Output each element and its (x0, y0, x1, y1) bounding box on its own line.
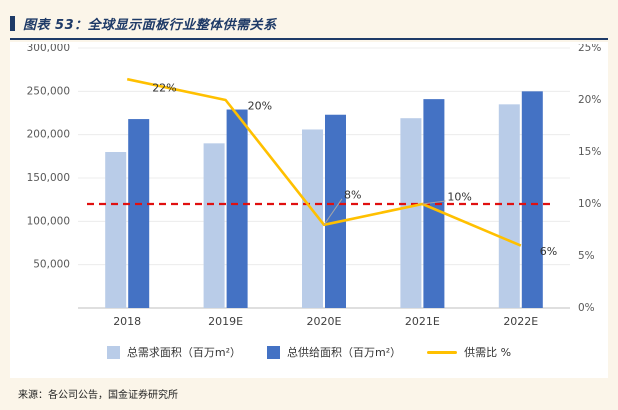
bar-demand-2022E (498, 104, 520, 308)
label-leader-line (422, 200, 446, 205)
bar-supply-2019E (226, 109, 248, 309)
left-axis-tick: 300,000 (27, 44, 70, 54)
bar-demand-2021E (400, 118, 422, 308)
x-axis-label-2022E: 2022E (503, 315, 538, 328)
legend-item-supply: 总供给面积（百万m²） (267, 344, 401, 360)
legend-swatch-supply (267, 345, 281, 359)
right-axis-tick: 5% (578, 250, 595, 262)
left-axis-tick: 250,000 (27, 85, 70, 97)
supply-demand-chart: 300,000 250,000 200,000 150,000 100,000 50,00… (27, 44, 602, 328)
x-axis-label-2019E: 2019E (208, 315, 243, 328)
left-axis-tick: 50,000 (33, 259, 70, 271)
legend-label-ratio: 供需比 % (464, 346, 512, 359)
bar-supply-2022E (521, 91, 543, 308)
bar-demand-2018 (105, 152, 127, 308)
chart-legend: 总需求面积（百万m²） 总供给面积（百万m²） 供需比 % (0, 344, 618, 360)
right-axis-tick: 15% (578, 146, 601, 158)
ratio-data-label: 22% (152, 82, 176, 95)
legend-item-ratio: 供需比 % (427, 344, 511, 360)
ratio-data-label: 20% (248, 100, 272, 113)
x-axis-label-2020E: 2020E (307, 315, 342, 328)
right-axis-tick: 0% (578, 302, 595, 314)
left-axis-tick: 100,000 (27, 215, 70, 227)
right-axis-tick: 20% (578, 94, 601, 106)
bar-demand-2020E (302, 129, 323, 308)
legend-item-demand: 总需求面积（百万m²） (106, 344, 242, 360)
legend-label-supply: 总供给面积（百万m²） (287, 346, 402, 359)
ratio-data-label: 10% (447, 191, 471, 204)
title-accent-bar (10, 15, 15, 31)
left-axis-tick: 150,000 (27, 172, 70, 184)
source-note: 来源：各公司公告，国金证券研究所 (18, 390, 178, 401)
bar-supply-2020E (325, 114, 346, 308)
chart-title: 图表 53：全球显示面板行业整体供需关系 (23, 17, 277, 33)
ratio-line (126, 77, 522, 247)
x-axis-label-2021E: 2021E (405, 315, 440, 328)
legend-swatch-ratio-line (427, 350, 458, 354)
ratio-data-label: 8% (344, 188, 361, 201)
chart-header: 图表 53：全球显示面板行业整体供需关系 (10, 8, 608, 40)
legend-swatch-demand (106, 345, 120, 359)
bar-demand-2019E (203, 143, 225, 308)
left-axis-tick: 200,000 (27, 129, 70, 141)
ratio-data-label: 6% (540, 245, 557, 258)
bar-supply-2018 (128, 119, 150, 308)
bar-supply-2021E (423, 99, 445, 308)
right-axis-tick: 10% (578, 198, 601, 210)
label-leader-line (323, 198, 343, 226)
x-axis-label-2018: 2018 (113, 315, 141, 328)
legend-label-demand: 总需求面积（百万m²） (126, 346, 242, 359)
right-axis-tick: 25% (578, 44, 601, 54)
